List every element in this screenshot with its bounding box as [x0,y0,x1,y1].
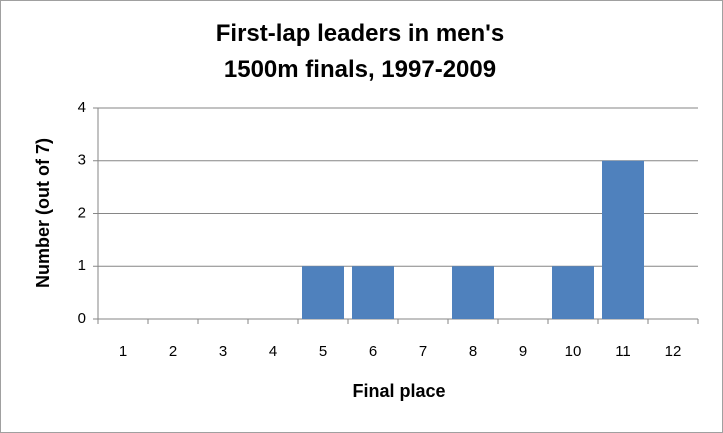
x-axis-title: Final place [352,381,445,401]
bar [552,266,594,319]
y-tick-label: 4 [78,99,86,116]
y-tick-label: 3 [78,152,86,169]
y-tick-label: 1 [78,257,86,274]
x-tick-label: 7 [419,343,427,360]
x-tick-label: 3 [219,343,227,360]
x-tick-label: 12 [665,343,682,360]
y-axis-title: Number (out of 7) [33,138,53,288]
bar [452,266,494,319]
bar [302,266,344,319]
x-tick-label: 4 [269,343,277,360]
chart-title: First-lap leaders in men's 1500m finals,… [215,20,505,83]
bar [602,160,644,319]
x-tick-label: 8 [469,343,477,360]
x-tick-label: 10 [565,343,582,360]
y-tick-label: 2 [78,204,86,221]
bar [352,266,394,319]
x-tick-label: 2 [169,343,177,360]
x-tick-label: 1 [119,343,127,360]
x-tick-label: 9 [519,343,527,360]
x-tick-label: 11 [615,343,631,360]
y-tick-label: 0 [78,310,86,327]
x-tick-label: 5 [319,343,327,360]
x-tick-label: 6 [369,343,377,360]
